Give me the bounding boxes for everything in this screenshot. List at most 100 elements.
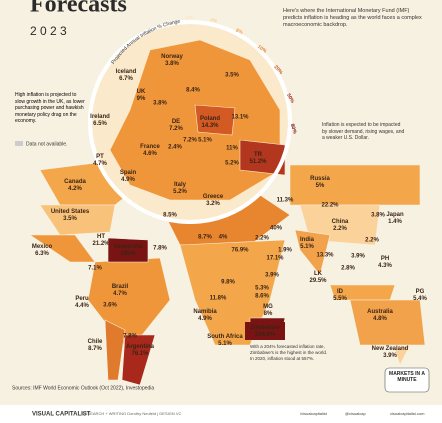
twitter: @visualcap xyxy=(345,411,367,416)
zimbabwe-box xyxy=(245,322,285,340)
country-value: 8% xyxy=(264,311,273,317)
country-name: LK xyxy=(314,271,323,277)
country-name: Spain xyxy=(120,170,137,176)
scale-tick: 0% xyxy=(186,15,194,21)
country-value: 11% xyxy=(226,146,238,152)
country-value: 4.7% xyxy=(93,161,107,167)
country-value: 51.2% xyxy=(249,159,267,165)
country-name: MG xyxy=(263,304,273,310)
na-swatch xyxy=(15,141,23,146)
country-name: Ireland xyxy=(90,114,110,120)
country-name: Italy xyxy=(174,182,187,188)
country-name: PH xyxy=(381,256,389,262)
zimbabwe-note-text: With a 204% forecasted inflation rate, Z… xyxy=(250,344,328,361)
country-name: Greece xyxy=(203,194,224,200)
scale-tick: 20% xyxy=(273,64,285,76)
country-value: 4.9% xyxy=(121,177,135,183)
country-value: 13.3% xyxy=(316,253,334,259)
country-name: PG xyxy=(416,289,425,295)
country-value: 5.2% xyxy=(173,189,187,195)
country-name: HT xyxy=(97,234,105,240)
country-value: 8.6% xyxy=(255,294,269,300)
country-value: 5% xyxy=(316,183,325,189)
country-value: 8.7% xyxy=(88,346,102,352)
zimbabwe-note: With a 204% forecasted inflation rate, Z… xyxy=(250,344,328,361)
country-value: 2.2% xyxy=(255,236,269,242)
country-value: 7.1% xyxy=(88,266,102,272)
na-note: Data not available. xyxy=(26,141,67,147)
country-value: 4.9% xyxy=(198,316,212,322)
country-value: 3.5% xyxy=(63,216,77,222)
country-name: Mexico xyxy=(32,244,53,250)
country-value: 13.1% xyxy=(231,115,249,121)
country-value: 2.2% xyxy=(365,238,379,244)
country-name: ID xyxy=(337,289,344,295)
country-value: 7.2% xyxy=(183,138,197,144)
country-name: China xyxy=(332,219,349,225)
country-name: Peru xyxy=(75,296,89,302)
country-value: 1.9% xyxy=(278,248,292,254)
country-value: 4.8% xyxy=(373,316,387,322)
usd-note-text: Inflation is expected to be impacted by … xyxy=(322,122,405,141)
country-value: 8.7% xyxy=(198,235,212,241)
country-value: 2.2% xyxy=(333,226,347,232)
country-value: 9.8% xyxy=(221,280,235,286)
country-value: 17.1% xyxy=(266,256,284,262)
country-value: 3.8% xyxy=(165,61,179,67)
country-value: 4.7% xyxy=(113,291,127,297)
country-value: 5.5% xyxy=(333,296,347,302)
badge-text: MARKETS IN A MINUTE xyxy=(389,371,425,383)
country-value: 3.8% xyxy=(153,101,167,107)
country-name: Japan xyxy=(386,212,404,218)
credits: RESEARCH + WRITING Dorothy Neufeld | DES… xyxy=(82,411,182,416)
scale-tick: 50% xyxy=(285,93,295,105)
country-value: 4.4% xyxy=(75,303,89,309)
country-name: Iceland xyxy=(116,69,137,75)
country-value: 204.6% xyxy=(255,332,276,338)
country-value: 5.1% xyxy=(198,138,212,144)
country-value: 6.7% xyxy=(119,76,133,82)
country-name: France xyxy=(140,144,160,150)
country-value: 29.5% xyxy=(309,278,327,284)
country-value: 11.8% xyxy=(210,296,227,302)
country-value: 5.1% xyxy=(300,244,314,250)
country-name: Venezuela xyxy=(113,244,143,250)
facebook: /visualcapitalist xyxy=(300,411,328,416)
country-value: 40% xyxy=(270,226,283,232)
year: 2 0 2 3 xyxy=(30,24,67,38)
country-value: 76.9% xyxy=(231,248,249,254)
country-name: Russia xyxy=(310,176,330,182)
country-value: 21.2% xyxy=(92,241,110,247)
scale-tick: 8% xyxy=(235,28,245,37)
country-value: 3.5% xyxy=(225,73,239,79)
country-name: Argentina xyxy=(126,344,155,350)
world-map xyxy=(29,159,426,386)
intro-text: Here's where the International Monetary … xyxy=(283,8,422,29)
country-value: 4.6% xyxy=(143,151,157,157)
uk-note: High inflation is projected to slow grow… xyxy=(15,92,85,124)
country-value: 76.1% xyxy=(131,351,149,357)
country-name: Chile xyxy=(88,339,103,345)
uk-note-text: High inflation is projected to slow grow… xyxy=(15,92,85,124)
site: visualcapitalist.com xyxy=(390,411,425,416)
country-value: 14.3% xyxy=(201,123,219,129)
country-name: Poland xyxy=(200,116,220,122)
country-value: 4% xyxy=(219,235,228,241)
country-value: 4.3% xyxy=(378,263,392,269)
europe-map xyxy=(109,39,286,201)
brand: VISUAL CAPITALIST xyxy=(32,412,91,418)
country-value: 6.3% xyxy=(35,251,49,257)
country-value: 7.8% xyxy=(123,334,137,340)
country-value: 3.9% xyxy=(383,353,397,359)
country-name: Namibia xyxy=(193,309,217,315)
country-name: DE xyxy=(172,119,180,125)
country-value: 5.1% xyxy=(218,341,232,347)
country-value: 3.8% xyxy=(371,213,385,219)
country-name: Canada xyxy=(64,179,86,185)
country-value: 8.4% xyxy=(186,88,200,94)
country-value: 5.4% xyxy=(413,296,427,302)
country-value: 7.2% xyxy=(169,126,183,132)
footer-bar xyxy=(0,405,442,423)
country-value: 195% xyxy=(120,251,136,257)
